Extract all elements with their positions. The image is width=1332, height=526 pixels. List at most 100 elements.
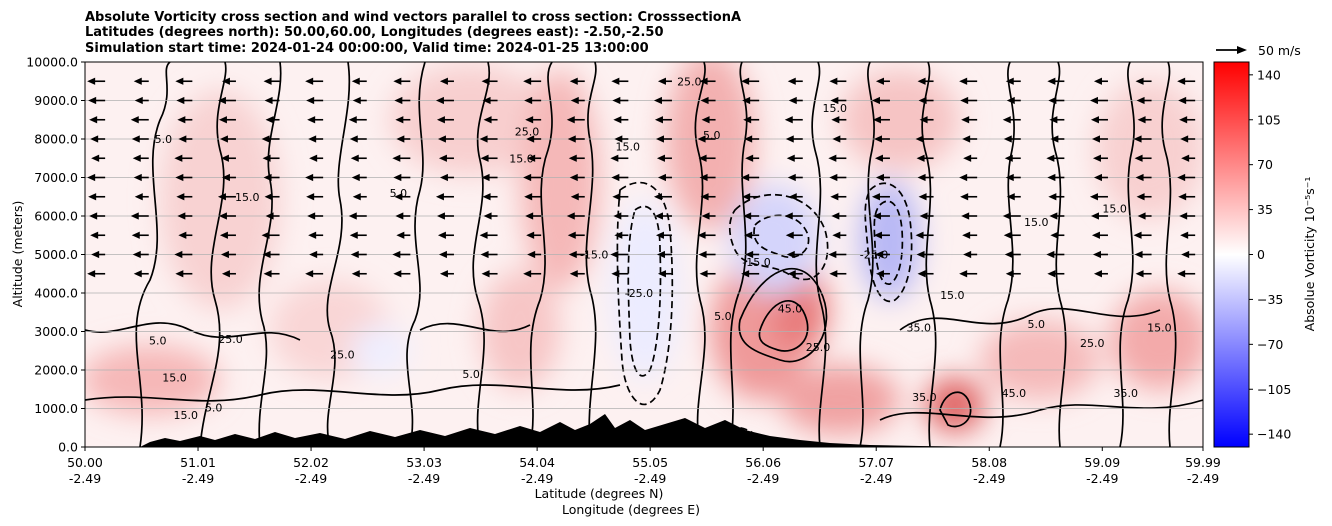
colorbar-tick-label: 105 [1257, 112, 1281, 127]
wind-vector [963, 250, 978, 259]
wind-vector [1092, 154, 1108, 162]
contour-label: 15.0 [235, 191, 260, 204]
wind-vector [526, 135, 542, 143]
contour-label: 15.0 [1102, 202, 1127, 215]
wind-vector [568, 154, 585, 162]
wind-vector [393, 173, 411, 182]
wind-vector [610, 250, 629, 259]
wind-vector [699, 173, 716, 182]
wind-vector [1093, 77, 1108, 85]
y-tick-label: 8000.0 [34, 132, 78, 147]
wind-vector [349, 231, 367, 239]
wind-vector [1005, 173, 1021, 182]
wind-vector [872, 116, 890, 124]
wind-vector [872, 212, 890, 220]
wind-vector [262, 250, 280, 259]
wind-vector [130, 116, 149, 124]
wind-vector [569, 77, 585, 85]
wind-vector [610, 154, 629, 162]
wind-vector [697, 135, 716, 143]
wind-vector [436, 212, 454, 220]
wind-vector [784, 116, 803, 124]
wind-vector [174, 250, 193, 259]
wind-vector [1004, 250, 1021, 259]
wind-vector [435, 96, 454, 105]
wind-vector [1178, 96, 1196, 105]
wind-vector [1093, 270, 1108, 278]
wind-vector [1048, 96, 1065, 105]
wind-vector [308, 231, 324, 239]
wind-vector [567, 231, 585, 239]
y-tick-label: 3000.0 [34, 324, 78, 339]
wind-vector [132, 250, 149, 259]
y-tick-label: 1000.0 [34, 401, 78, 416]
wind-vector [525, 212, 542, 220]
wind-vector [1090, 212, 1108, 220]
chart-title-line-1: Absolute Vorticity cross section and win… [85, 10, 741, 25]
wind-vector [264, 193, 280, 201]
wind-vector [394, 193, 411, 201]
colorbar-tick-label: 35 [1257, 202, 1273, 217]
wind-vector [133, 173, 149, 182]
wind-vector [1003, 135, 1021, 143]
wind-vector [1089, 193, 1108, 201]
wind-vector [396, 135, 411, 143]
wind-vector [915, 135, 934, 143]
x-tick-label-longitude: -2.49 [747, 471, 779, 486]
wind-vector [309, 250, 324, 259]
wind-vector [305, 173, 324, 182]
colorbar: 140 105 70 35 0 −35 −70 −105 −140 Absolue Vortic… [1213, 61, 1317, 448]
wind-vector [482, 193, 498, 201]
wind-vector [613, 212, 629, 220]
wind-vector [566, 212, 585, 220]
wind-vector [1002, 116, 1021, 124]
wind-vector [524, 96, 542, 105]
wind-vector [699, 270, 716, 278]
wind-vector [305, 270, 324, 278]
y-tick-label: 6000.0 [34, 209, 78, 224]
y-axis-label: Altitude (meters) [10, 201, 25, 308]
wind-vector [131, 231, 149, 239]
wind-vector [785, 135, 803, 143]
wind-vector [306, 193, 324, 201]
wind-vector [962, 135, 978, 143]
wind-vector [395, 116, 411, 124]
wind-vector [1179, 212, 1196, 220]
wind-vector [1178, 193, 1196, 201]
wind-vector [656, 250, 672, 259]
wind-vector [916, 250, 934, 259]
wind-vector [134, 96, 149, 105]
wind-vector [1135, 270, 1152, 278]
colorbar-tick-label: −70 [1257, 337, 1283, 352]
contour-label: 5.0 [462, 368, 480, 381]
wind-vector [915, 231, 934, 239]
wind-vector [657, 270, 672, 278]
wind-vector [699, 77, 716, 85]
wind-vector [1135, 77, 1152, 85]
wind-vector [134, 193, 149, 201]
wind-vector [742, 193, 760, 201]
wind-vector [352, 96, 367, 105]
wind-vector [919, 116, 934, 124]
y-tick-label: 5000.0 [34, 247, 78, 262]
wind-vector [917, 270, 934, 278]
colorbar-tick-label: 70 [1257, 157, 1273, 172]
contour-label: 45.0 [1002, 387, 1027, 400]
contour-label: -25.0 [625, 287, 653, 300]
wind-vector [832, 135, 847, 143]
wind-vector [526, 231, 542, 239]
wind-vector [265, 212, 280, 220]
contour-label: 25.0 [1080, 337, 1105, 350]
wind-vector [220, 250, 236, 259]
colorbar-tick-label: −105 [1257, 382, 1291, 397]
wind-vector [87, 77, 106, 85]
wind-vector [1137, 212, 1152, 220]
wind-vector [1048, 193, 1065, 201]
wind-vector [218, 212, 236, 220]
contour-label: 35.0 [1114, 387, 1139, 400]
contour-label: 35.0 [912, 391, 937, 404]
x-tick-label-latitude: 53.03 [406, 455, 442, 470]
wind-vector [1006, 193, 1021, 201]
wind-vector [264, 96, 280, 105]
wind-vector [219, 231, 236, 239]
